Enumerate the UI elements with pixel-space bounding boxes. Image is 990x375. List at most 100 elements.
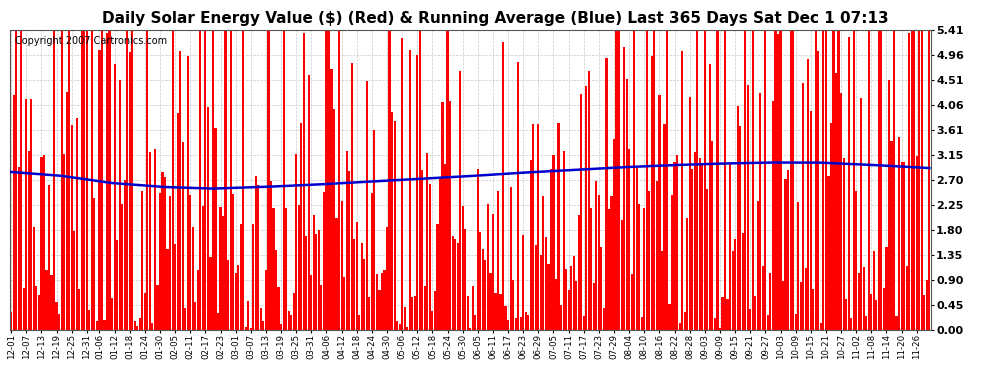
Bar xyxy=(875,300,877,330)
Bar xyxy=(787,170,789,330)
Bar xyxy=(217,313,219,330)
Bar xyxy=(78,290,80,330)
Bar xyxy=(275,250,277,330)
Bar xyxy=(590,209,592,330)
Bar xyxy=(603,308,605,330)
Bar xyxy=(346,151,347,330)
Bar xyxy=(648,190,650,330)
Bar xyxy=(696,30,698,330)
Bar xyxy=(401,38,403,330)
Bar xyxy=(706,189,709,330)
Bar xyxy=(459,70,461,330)
Bar xyxy=(810,111,812,330)
Bar xyxy=(600,247,603,330)
Bar xyxy=(567,290,569,330)
Bar xyxy=(396,321,398,330)
Bar xyxy=(812,290,815,330)
Bar xyxy=(512,280,514,330)
Bar xyxy=(101,30,103,330)
Bar xyxy=(427,153,429,330)
Bar xyxy=(96,321,98,330)
Bar xyxy=(699,158,701,330)
Bar xyxy=(456,243,458,330)
Bar xyxy=(924,295,926,330)
Bar xyxy=(290,315,292,330)
Bar xyxy=(815,30,817,330)
Bar xyxy=(207,107,209,330)
Bar xyxy=(293,292,295,330)
Bar xyxy=(254,176,257,330)
Bar xyxy=(547,264,549,330)
Bar xyxy=(639,204,641,330)
Bar xyxy=(33,228,35,330)
Bar xyxy=(777,34,779,330)
Bar xyxy=(344,278,346,330)
Bar xyxy=(769,273,771,330)
Bar xyxy=(555,279,557,330)
Bar xyxy=(779,30,781,330)
Bar xyxy=(570,266,572,330)
Bar xyxy=(792,30,794,330)
Bar xyxy=(873,251,875,330)
Bar xyxy=(126,30,129,330)
Bar xyxy=(800,282,802,330)
Bar xyxy=(119,81,121,330)
Bar xyxy=(461,206,463,330)
Bar xyxy=(238,265,240,330)
Bar xyxy=(782,280,784,330)
Bar xyxy=(391,112,393,330)
Bar xyxy=(58,314,60,330)
Bar xyxy=(321,285,323,330)
Bar xyxy=(497,191,499,330)
Bar xyxy=(898,137,900,330)
Bar xyxy=(189,195,191,330)
Bar xyxy=(46,270,48,330)
Bar xyxy=(55,302,57,330)
Bar xyxy=(580,94,582,330)
Bar xyxy=(562,151,564,330)
Bar xyxy=(70,125,73,330)
Bar xyxy=(686,217,688,330)
Bar xyxy=(164,177,166,330)
Bar xyxy=(373,130,375,330)
Bar xyxy=(681,51,683,330)
Bar xyxy=(517,62,519,330)
Bar xyxy=(282,30,285,330)
Bar xyxy=(202,206,204,330)
Bar xyxy=(212,30,214,330)
Bar xyxy=(265,270,267,330)
Bar xyxy=(363,258,365,330)
Bar xyxy=(204,30,207,330)
Bar xyxy=(852,30,854,330)
Bar xyxy=(729,164,732,330)
Bar xyxy=(248,301,249,330)
Bar xyxy=(73,231,75,330)
Bar xyxy=(50,275,52,330)
Bar xyxy=(479,232,481,330)
Bar xyxy=(225,30,227,330)
Bar xyxy=(310,275,313,330)
Bar xyxy=(313,215,315,330)
Bar xyxy=(631,274,633,330)
Bar xyxy=(243,30,245,330)
Bar xyxy=(414,296,416,330)
Bar xyxy=(348,171,350,330)
Bar xyxy=(613,140,615,330)
Bar xyxy=(732,251,734,330)
Bar xyxy=(717,30,719,330)
Bar xyxy=(878,30,880,330)
Bar xyxy=(318,230,320,330)
Bar xyxy=(63,154,65,330)
Bar xyxy=(515,318,517,330)
Bar xyxy=(142,191,144,330)
Bar xyxy=(60,30,62,330)
Bar xyxy=(151,323,153,330)
Bar xyxy=(880,30,882,330)
Bar xyxy=(790,30,792,330)
Bar xyxy=(549,170,552,330)
Bar xyxy=(772,101,774,330)
Bar xyxy=(124,180,126,330)
Bar xyxy=(704,30,706,330)
Bar xyxy=(522,236,525,330)
Bar xyxy=(429,184,431,330)
